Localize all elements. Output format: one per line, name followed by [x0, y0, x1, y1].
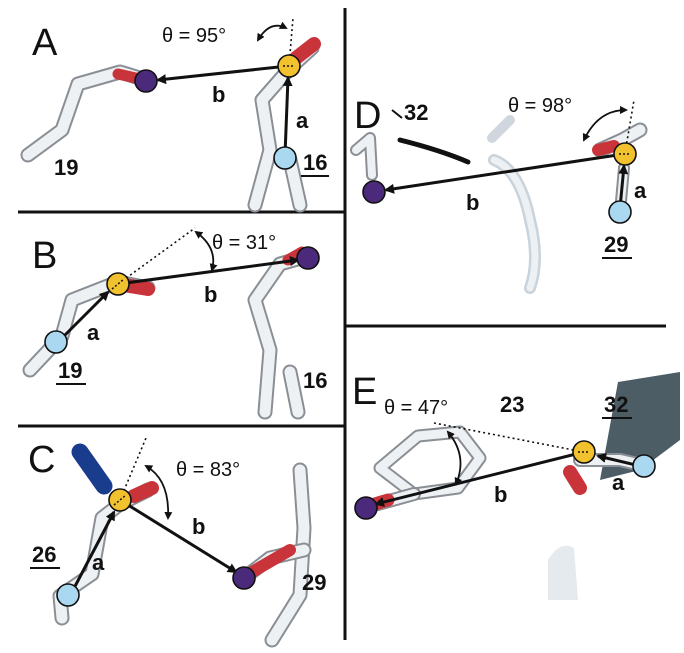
atom-start: [273, 146, 297, 170]
panel-e: E θ = 47° 23 32 b a: [352, 371, 680, 600]
residue-label-29: 29: [604, 232, 628, 257]
atom-start: [608, 200, 632, 224]
atom-end: [354, 496, 378, 520]
vector-a-label: a: [87, 320, 100, 345]
residue-label-19: 19: [54, 155, 78, 180]
theta-label: θ = 31°: [212, 232, 276, 254]
atom-start: [56, 583, 80, 607]
atom-end: [362, 180, 386, 204]
vector-b-label: b: [212, 82, 225, 107]
atom-center: [106, 272, 130, 296]
atom-start: [632, 454, 656, 478]
atom-end: [232, 566, 256, 590]
theta-label: θ = 95°: [162, 25, 226, 47]
atom-end: [296, 246, 320, 270]
theta-label: θ = 47°: [384, 397, 448, 419]
vector-a-label: a: [92, 550, 105, 575]
atom-center: [108, 488, 132, 512]
panel-label: A: [32, 22, 58, 64]
residue-label-32: 32: [604, 392, 628, 417]
vector-b-label: b: [466, 190, 479, 215]
residue-label-29: 29: [302, 570, 326, 595]
residue-label-32: 32: [404, 100, 428, 125]
vector-b-label: b: [204, 282, 217, 307]
vector-a-label: a: [296, 108, 309, 133]
panel-label: D: [354, 95, 381, 137]
residue-label-23: 23: [500, 392, 524, 417]
residue-label-19: 19: [58, 358, 82, 383]
panel-label: C: [28, 439, 55, 481]
panel-b: B θ = 31° b a 19 16: [22, 227, 327, 420]
panel-label: B: [32, 235, 57, 277]
atom-start: [44, 330, 68, 354]
vector-a-label: a: [612, 470, 625, 495]
panel-a: A θ = 95° b a 19 16: [20, 17, 329, 213]
vector-b-label: b: [192, 514, 205, 539]
atom-end: [134, 69, 158, 93]
vector-a-label: a: [634, 178, 647, 203]
residue-label-16: 16: [303, 150, 327, 175]
residue-label-16: 16: [303, 368, 327, 393]
panel-d: D 32 θ = 98° b a 29: [350, 95, 648, 294]
residue-label-26: 26: [32, 542, 56, 567]
panel-c: C θ = 83° b a 26 29: [28, 437, 326, 648]
vector-b-label: b: [494, 482, 507, 507]
theta-label: θ = 98°: [508, 95, 572, 117]
panel-label: E: [352, 371, 377, 413]
theta-label: θ = 83°: [176, 459, 240, 481]
